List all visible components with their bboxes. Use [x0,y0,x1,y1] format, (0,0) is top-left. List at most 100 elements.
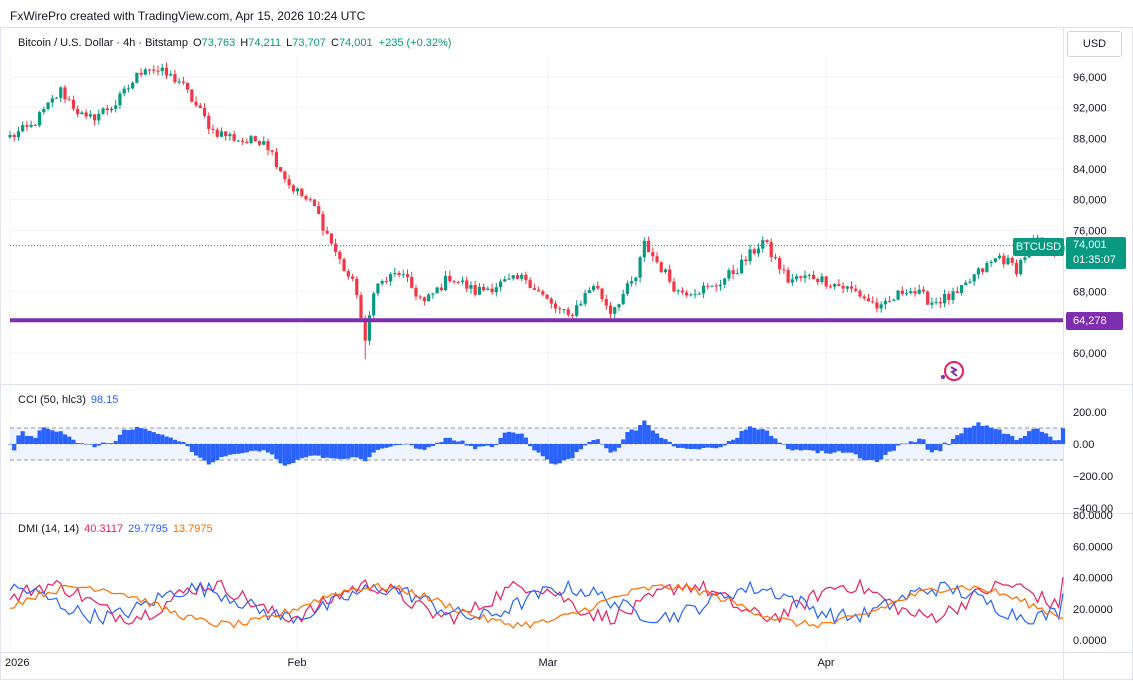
candle-body [253,136,257,142]
candle-body [625,283,630,294]
candle-body [401,274,405,276]
candle-body [76,108,80,115]
candle-body [384,281,388,283]
candle-body [828,286,833,288]
cci-bar [109,443,114,444]
candle-body [33,124,37,126]
price-axis-tick: 96,000 [1073,72,1107,84]
cci-bar [934,444,939,451]
cci-bar [1010,435,1015,444]
cci-bar [287,444,292,465]
cci-legend: CCI (50, hlc3) 98.15 [18,394,118,406]
candle-body [663,269,668,273]
cci-bar [481,444,486,447]
candle-body [553,303,558,309]
cci-bar [134,426,139,444]
cci-bar [270,444,275,455]
candle-body [372,293,376,316]
candle-body [579,303,583,306]
cci-bar [629,429,634,444]
candle-body [38,112,42,126]
candle-body [710,285,714,287]
dmi-axis-tick: 20.0000 [1073,604,1113,616]
price-axis-tick: 80,000 [1073,195,1107,207]
candle-body [164,67,169,76]
cci-bar [341,444,347,459]
candle-body [926,291,930,305]
cci-bar [908,441,913,444]
cci-bar [917,438,922,444]
dmi-minus-line [9,579,1064,626]
candle-body [638,257,642,278]
currency-button[interactable]: USD [1067,31,1122,57]
cci-bar [925,444,930,450]
candle-body [558,308,562,310]
candle-body [833,284,837,287]
candle-body [304,196,308,200]
symbol-title: Bitcoin / U.S. Dollar · 4h · Bitstamp [18,37,188,49]
candle-body [494,287,498,293]
cci-bar [181,442,186,444]
price-axis-tick: 92,000 [1073,103,1107,115]
cci-bar [828,444,833,454]
cci-bar [701,444,706,449]
candle-body [883,300,887,305]
cci-bar [160,434,165,444]
cci-bar [938,444,943,452]
cci-bar [41,427,46,444]
candle-body [173,74,177,83]
candle-body [8,135,12,138]
candle-body [156,70,160,72]
candle-body [283,171,287,180]
dmi-plus-line [9,577,1064,626]
dmi-legend: DMI (14, 14) 40.3117 29.7795 13.7975 [18,523,213,535]
cci-bar [219,444,224,458]
cci-bar [959,433,964,444]
candle-body [1019,259,1023,275]
last-price-tag: 74,001 01:35:07 [1066,237,1126,269]
cci-bar [126,430,131,444]
candle-body [101,108,105,114]
cci-bar [697,444,702,450]
candle-body [951,291,955,300]
cci-bar [536,444,541,453]
cci-bar [1048,436,1053,444]
candle-body [317,206,321,214]
cci-bar [870,444,875,460]
time-axis-tick: 2026 [5,657,29,669]
candle-body [617,304,621,308]
price-legend: Bitcoin / U.S. Dollar · 4h · Bitstamp O7… [18,37,451,49]
candle-body [769,242,773,257]
candle-body [291,185,295,192]
cci-bar [811,444,816,451]
cci-bar [857,444,863,459]
cci-bar [752,428,757,444]
candle-body [380,281,384,284]
price-axis-tick: 88,000 [1073,133,1107,145]
cci-bar [1031,428,1036,444]
candle-body [917,289,921,294]
cci-bar [583,444,588,446]
low-value: 73,707 [292,37,326,49]
cci-bar [853,444,858,455]
cci-bar [561,444,567,461]
cci-bar [946,444,951,445]
candle-body [765,240,769,243]
candle-body [122,88,126,94]
cci-bar [549,444,554,464]
cci-bar [308,444,313,456]
candle-body [668,269,672,282]
candle-body [295,188,300,192]
cci-bar [96,444,101,446]
candle-body [16,131,21,138]
candle-body [756,248,761,254]
candle-body [976,268,981,275]
candle-body [410,277,414,288]
cci-bar [764,430,770,444]
cci-bar [739,431,744,444]
cci-bar [426,444,431,448]
cci-bar [895,444,901,446]
dmi-axis-tick: 60.0000 [1073,541,1113,553]
cci-bar [980,425,985,444]
